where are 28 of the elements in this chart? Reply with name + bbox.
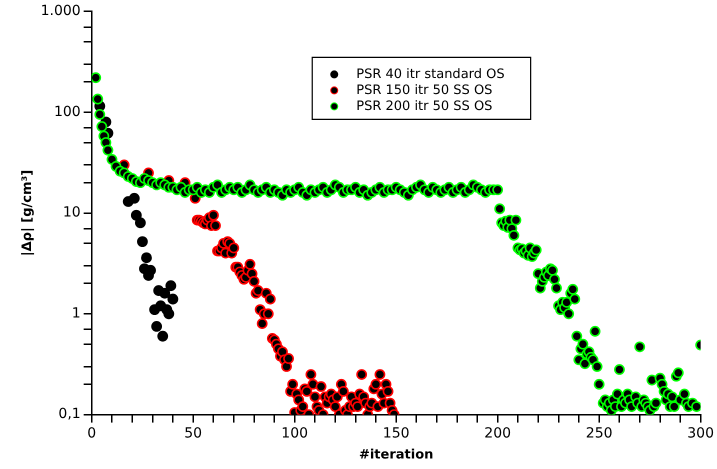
point: [165, 280, 176, 292]
x-tick-label: 250: [586, 426, 613, 442]
point: [163, 308, 174, 320]
x-tick-label: 200: [484, 426, 512, 442]
y-tick-label: 1: [72, 305, 81, 322]
point: [159, 288, 170, 299]
legend-label: PSR 200 itr 50 SS OS: [356, 98, 492, 114]
x-tick-label: 50: [184, 426, 202, 442]
x-tick-label: 0: [87, 426, 96, 442]
point: [141, 252, 152, 264]
y-axis-title: |Δρ| [g/cm³]: [20, 170, 36, 256]
y-tick-label: 0,1: [58, 406, 81, 422]
y-tick-label: 1.000: [40, 3, 81, 20]
point: [167, 294, 178, 304]
x-axis-title: #iteration: [358, 448, 434, 463]
point: [130, 210, 142, 221]
x-tick-label: 300: [687, 426, 714, 442]
point: [134, 217, 146, 228]
point: [151, 320, 162, 332]
x-tick-label: 150: [382, 426, 410, 442]
point: [157, 330, 168, 342]
legend-label: PSR 150 itr 50 SS OS: [356, 82, 492, 98]
legend-label: PSR 40 itr standard OS: [356, 66, 505, 82]
x-tick-label: 100: [281, 426, 308, 442]
y-tick-label: 100: [54, 104, 81, 120]
y-tick-label: 10: [62, 204, 81, 221]
point: [128, 192, 140, 204]
point: [137, 236, 148, 248]
